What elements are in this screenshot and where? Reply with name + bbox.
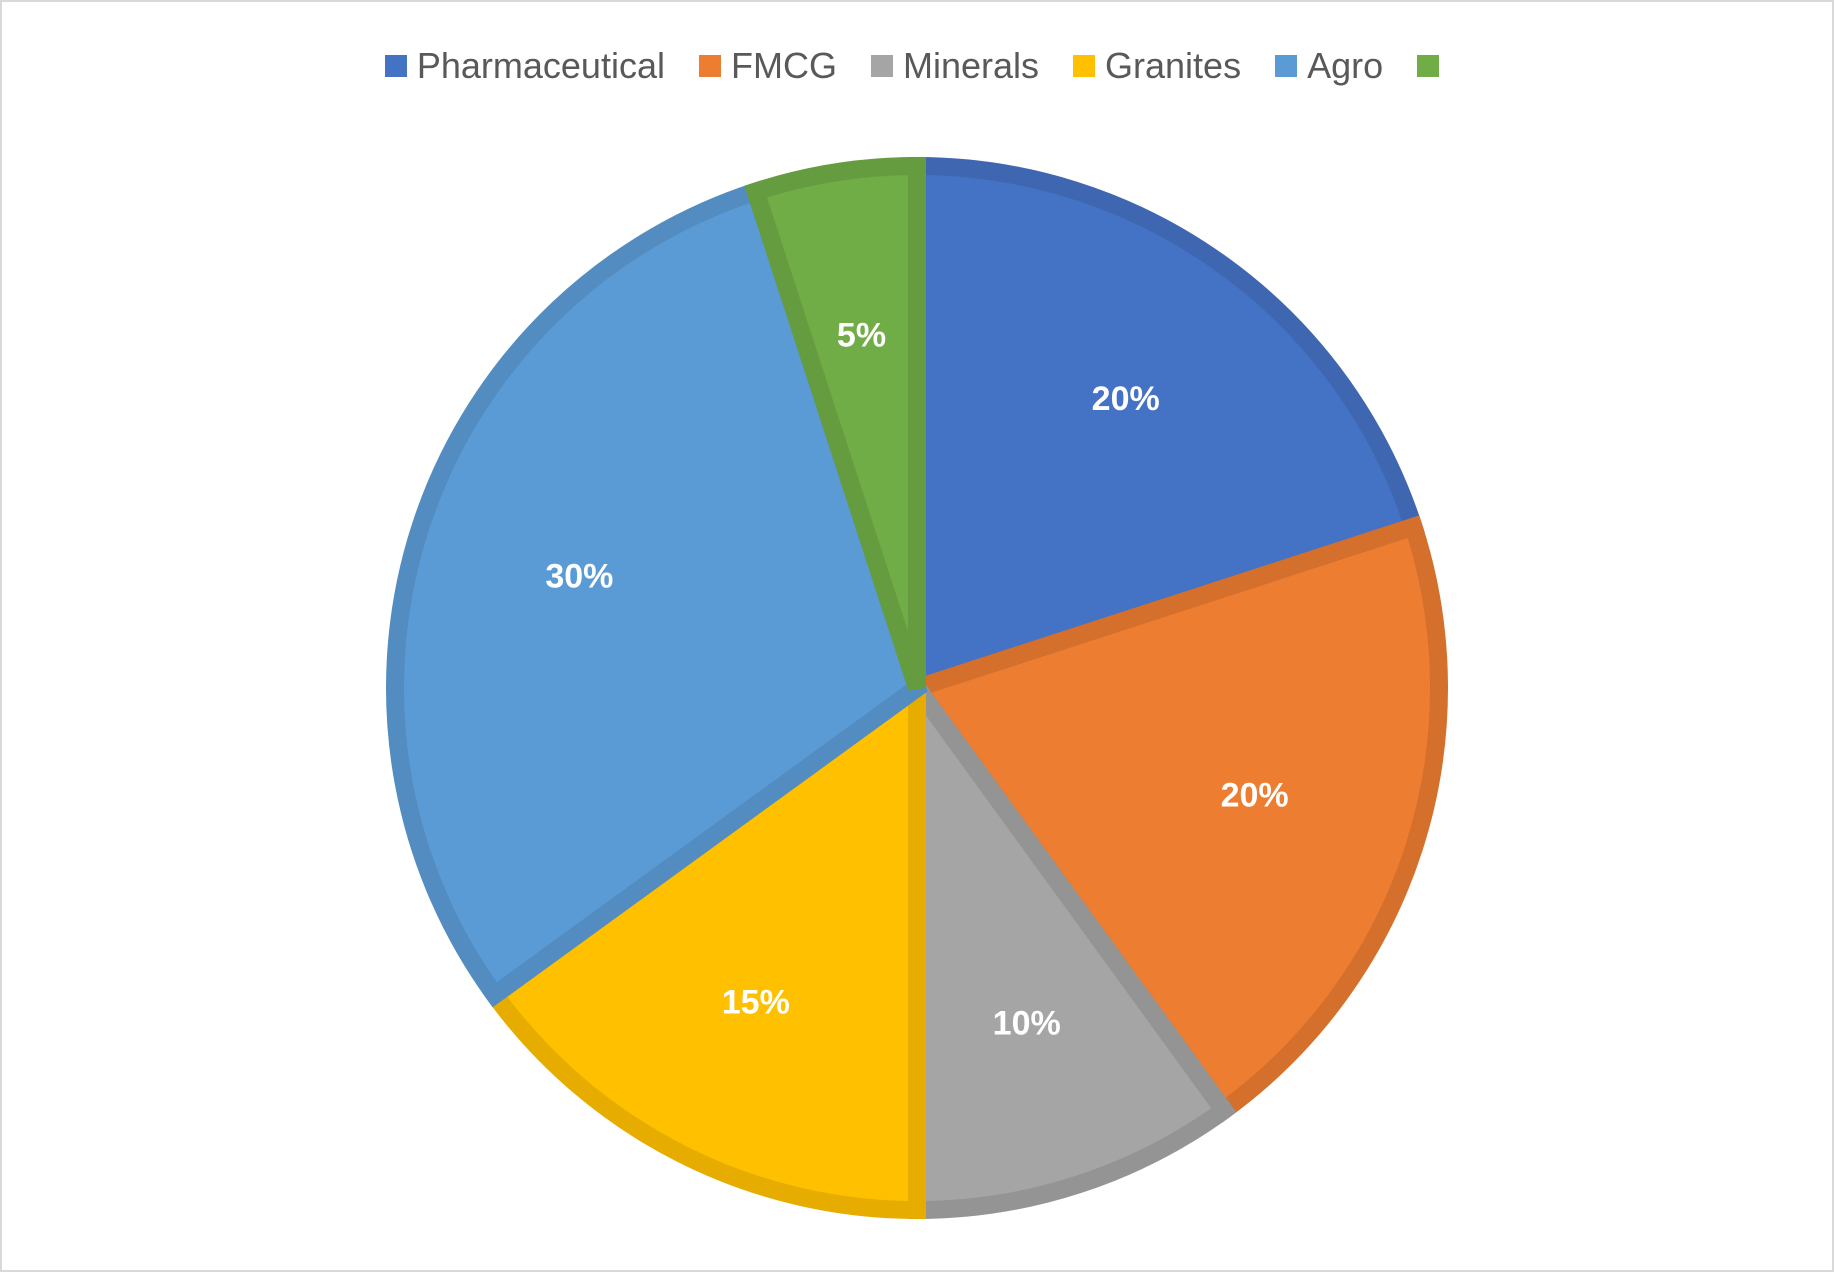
slice-data-label: 30% [545,557,613,595]
legend: Pharmaceutical FMCG Minerals Granites Agro [0,40,1834,92]
legend-swatch [1275,55,1298,77]
legend-item: FMCG [698,45,837,86]
legend-label: Minerals [902,45,1040,86]
legend-swatch [1417,55,1440,77]
pie-slice [386,180,928,1008]
legend-item: Agro [1275,48,1383,84]
legend-swatch [870,55,893,77]
legend-label: Granites [1105,45,1242,86]
pie-slice [482,670,926,1220]
slice-data-label: 20% [1221,777,1289,815]
legend-label: FMCG [730,45,837,86]
pie-slice [908,156,1425,701]
legend-label: Agro [1307,45,1384,86]
legend-item: Granites [1073,48,1241,84]
legend-label: Pharmaceutical [416,45,665,86]
slice-data-label: 15% [722,983,790,1021]
pie-slice [908,660,1237,1220]
slice-data-label: 20% [1092,380,1160,418]
pie-slice [902,515,1448,1123]
slice-data-label: 5% [837,316,886,354]
legend-item [1417,55,1449,77]
legend-item: Minerals [870,45,1040,86]
legend-item: Pharmaceutical [384,45,665,86]
pie-slice [744,156,926,691]
legend-swatch [1073,55,1096,77]
slice-data-label: 10% [993,1005,1061,1043]
legend-swatch [384,55,407,77]
legend-swatch [698,55,721,77]
